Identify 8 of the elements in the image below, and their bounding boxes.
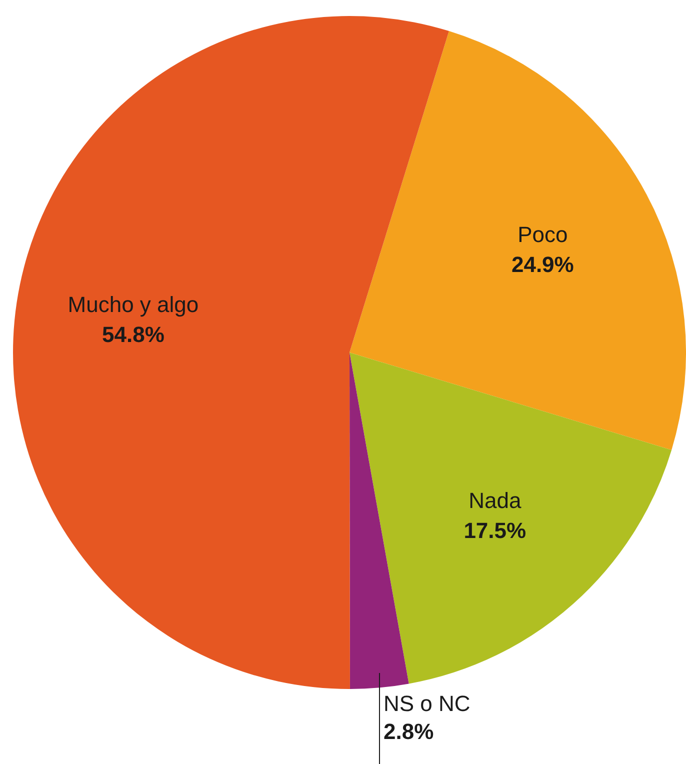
data-label: 24.9% (511, 252, 574, 277)
slice-label: Nada (468, 488, 522, 513)
data-label: 17.5% (464, 518, 526, 543)
slice-label: Poco (518, 222, 568, 247)
slice-label: NS o NC (384, 691, 470, 716)
slice-label: Mucho y algo (68, 292, 199, 318)
data-label: 54.8% (102, 322, 164, 348)
data-label: 2.8% (384, 719, 434, 744)
